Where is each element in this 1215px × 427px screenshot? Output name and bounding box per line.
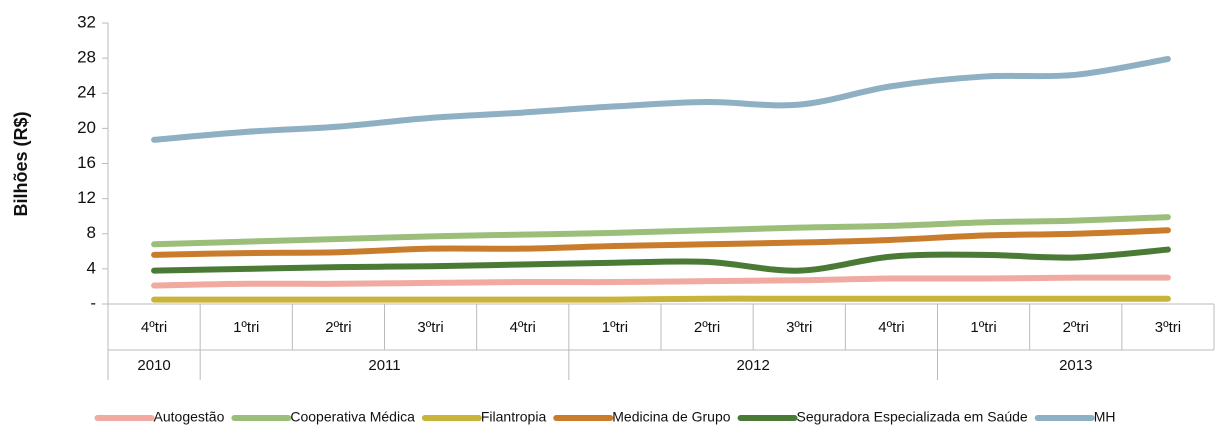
series-line — [151, 295, 1171, 303]
y-tick-label: - — [90, 293, 96, 312]
x-tick-label: 2ºtri — [1063, 319, 1089, 336]
y-tick-label: 16 — [77, 153, 96, 172]
x-tick-label: 2ºtri — [694, 319, 720, 336]
year-label: 2012 — [736, 357, 769, 374]
y-tick-label: 8 — [87, 223, 96, 242]
legend-label: Filantropia — [481, 409, 547, 425]
x-tick-label: 4ºtri — [878, 319, 904, 336]
x-tick-label: 4ºtri — [510, 319, 536, 336]
x-tick-label: 4ºtri — [141, 319, 167, 336]
legend-label: Cooperativa Médica — [290, 409, 415, 425]
legend-label: Seguradora Especializada em Saúde — [797, 409, 1028, 425]
x-tick-label: 1ºtri — [970, 319, 996, 336]
year-label: 2010 — [137, 357, 170, 374]
x-tick-label: 1ºtri — [602, 319, 628, 336]
y-axis-label: Bilhões (R$) — [11, 111, 31, 216]
y-tick-label: 4 — [87, 258, 96, 277]
series-line — [151, 214, 1171, 248]
legend-label: MH — [1094, 409, 1116, 425]
x-tick-label: 3ºtri — [786, 319, 812, 336]
y-tick-label: 32 — [77, 12, 96, 31]
x-tick-label: 2ºtri — [325, 319, 351, 336]
x-tick-label: 1ºtri — [233, 319, 259, 336]
year-label: 2011 — [368, 357, 400, 374]
legend-label: Medicina de Grupo — [612, 409, 731, 425]
series-line — [151, 246, 1171, 274]
legend-label: Autogestão — [154, 409, 225, 425]
y-tick-label: 24 — [77, 83, 96, 102]
x-tick-label: 3ºtri — [1155, 319, 1181, 336]
year-label: 2013 — [1059, 357, 1092, 374]
series-line — [151, 56, 1171, 143]
series-line — [151, 274, 1171, 289]
y-tick-label: 28 — [77, 48, 96, 67]
x-tick-label: 3ºtri — [417, 319, 443, 336]
y-tick-label: 12 — [77, 188, 96, 207]
series-line — [151, 227, 1171, 258]
y-tick-label: 20 — [77, 118, 96, 137]
